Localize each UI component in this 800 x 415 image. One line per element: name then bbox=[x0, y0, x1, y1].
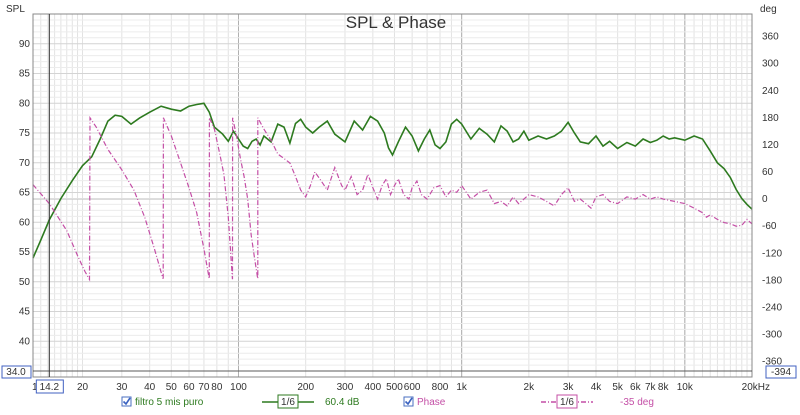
chart-title: SPL & Phase bbox=[346, 13, 447, 32]
y-tick-right: 360 bbox=[762, 32, 779, 43]
y-axis-label-right: deg bbox=[760, 4, 777, 15]
cursor-x-box bbox=[35, 379, 64, 394]
x-tick-label: 20 bbox=[77, 382, 89, 393]
legend-name-spl: filtro 5 mis puro bbox=[135, 397, 204, 408]
x-tick-label: 5k bbox=[612, 382, 624, 393]
y-tick-left: 50 bbox=[19, 277, 31, 288]
x-tick-label: 50 bbox=[166, 382, 178, 393]
spl-series-line bbox=[32, 102, 753, 259]
x-tick-label: 6k bbox=[630, 382, 642, 393]
x-tick-label: 4k bbox=[591, 382, 603, 393]
legend: filtro 5 mis puro 1/6 60.4 dB Phase 1/6 -35 d… bbox=[121, 394, 654, 409]
legend-smoothing-box bbox=[556, 394, 578, 409]
x-tick-label: 600 bbox=[404, 382, 421, 393]
x-tick-label: 1k bbox=[456, 382, 468, 393]
y-tick-left: 80 bbox=[19, 98, 31, 109]
legend-smoothing-label: 1/6 bbox=[560, 397, 574, 408]
x-tick-label: 10k bbox=[677, 382, 694, 393]
axes: 40 45 50 55 60 65 70 75 80 85 90 -360 -300 -240 -180 -1… bbox=[19, 13, 782, 393]
legend-checkbox-phase-box bbox=[403, 396, 414, 407]
y-tick-right: 120 bbox=[762, 140, 779, 151]
x-tick-label: 200 bbox=[297, 382, 314, 393]
y-tick-left: 45 bbox=[19, 307, 31, 318]
y-tick-left: 55 bbox=[19, 247, 31, 258]
y-axis-label-left: SPL bbox=[6, 4, 25, 15]
x-tick-label: 30 bbox=[116, 382, 128, 393]
cursor-y-left-label: 34.0 bbox=[6, 367, 26, 378]
x-tick-label: 7k bbox=[645, 382, 657, 393]
y-tick-right: -300 bbox=[762, 330, 782, 341]
cursor-layer[interactable]: 34.0 -394 14.2 bbox=[1, 14, 797, 394]
legend-checkbox-spl-check bbox=[122, 397, 131, 406]
x-tick-label: 80 bbox=[211, 382, 223, 393]
x-tick-label: 500 bbox=[386, 382, 403, 393]
legend-value-phase: -35 deg bbox=[620, 397, 654, 408]
y-tick-right: -180 bbox=[762, 275, 782, 286]
cursor-x-label: 14.2 bbox=[40, 382, 60, 393]
y-tick-right: 0 bbox=[762, 194, 768, 205]
y-tick-left: 85 bbox=[19, 69, 31, 80]
x-tick-label: 70 bbox=[198, 382, 210, 393]
x-tick-label: 2k bbox=[524, 382, 536, 393]
legend-smoothing-box bbox=[277, 394, 299, 409]
x-tick-label: 3k bbox=[563, 382, 575, 393]
y-tick-left: 40 bbox=[19, 336, 31, 347]
y-tick-right: 300 bbox=[762, 59, 779, 70]
plot-frame bbox=[32, 13, 753, 378]
x-tick-label: 400 bbox=[365, 382, 382, 393]
grid bbox=[32, 13, 753, 377]
x-tick-label: 40 bbox=[144, 382, 156, 393]
y-tick-right: 240 bbox=[762, 86, 779, 97]
y-tick-right: -120 bbox=[762, 248, 782, 259]
x-tick-label: 100 bbox=[230, 382, 247, 393]
cursor-y-left-box bbox=[1, 365, 32, 379]
y-tick-right: -360 bbox=[762, 357, 782, 368]
y-tick-left: 75 bbox=[19, 128, 31, 139]
cursor-y-right-label: -394 bbox=[771, 367, 791, 378]
legend-checkbox-phase-check bbox=[404, 397, 413, 406]
x-tick-label: 8k bbox=[658, 382, 670, 393]
y-tick-right: -60 bbox=[762, 221, 777, 232]
y-tick-left: 70 bbox=[19, 158, 31, 169]
x-tick-label: 800 bbox=[432, 382, 449, 393]
y-tick-left: 65 bbox=[19, 188, 31, 199]
x-tick-label: 300 bbox=[337, 382, 354, 393]
legend-checkbox-spl-box bbox=[121, 396, 132, 407]
legend-smoothing-label: 1/6 bbox=[281, 397, 295, 408]
x-tick-label: 20kHz bbox=[742, 382, 770, 393]
y-tick-left: 60 bbox=[19, 217, 31, 228]
phase-series-line bbox=[32, 115, 753, 282]
legend-value-spl: 60.4 dB bbox=[325, 397, 360, 408]
legend-name-phase: Phase bbox=[417, 397, 446, 408]
series-layer bbox=[32, 102, 753, 282]
y-tick-right: 60 bbox=[762, 167, 774, 178]
y-tick-left: 90 bbox=[19, 39, 31, 50]
y-tick-right: -240 bbox=[762, 302, 782, 313]
y-tick-right: 180 bbox=[762, 113, 779, 124]
cursor-y-right-box bbox=[765, 365, 797, 379]
x-tick-label: 60 bbox=[183, 382, 195, 393]
